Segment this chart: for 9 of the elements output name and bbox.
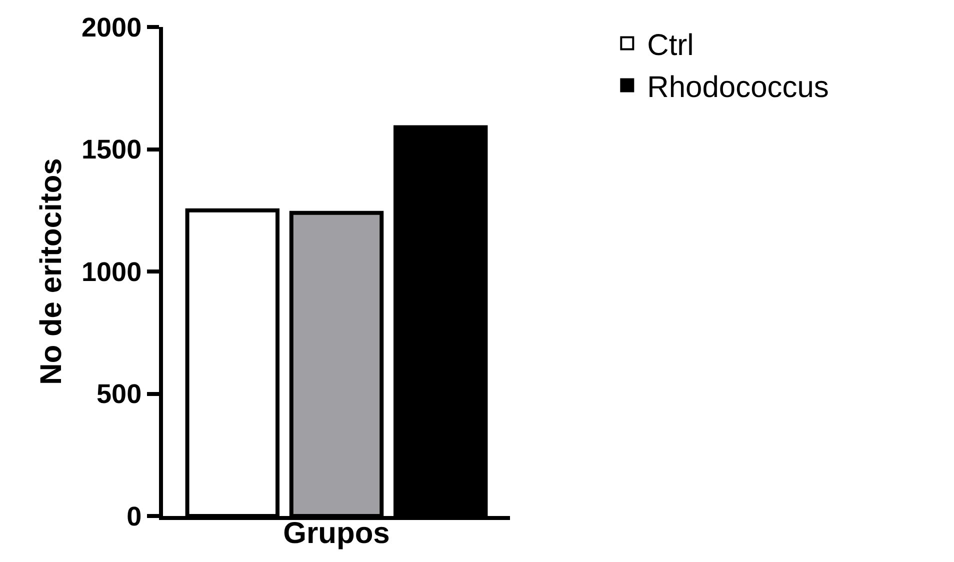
y-tick-label: 0 — [126, 501, 142, 532]
legend-label: Rhodococcus — [647, 70, 829, 104]
y-tick-label: 1500 — [82, 134, 142, 165]
y-axis-title: No de eritocitos — [35, 158, 68, 385]
y-tick-label: 1000 — [82, 256, 142, 287]
y-tick-label: 2000 — [82, 12, 142, 42]
x-axis-title: Grupos — [283, 517, 390, 550]
y-tick-label: 500 — [96, 379, 142, 410]
legend-label: Ctrl — [647, 28, 694, 62]
